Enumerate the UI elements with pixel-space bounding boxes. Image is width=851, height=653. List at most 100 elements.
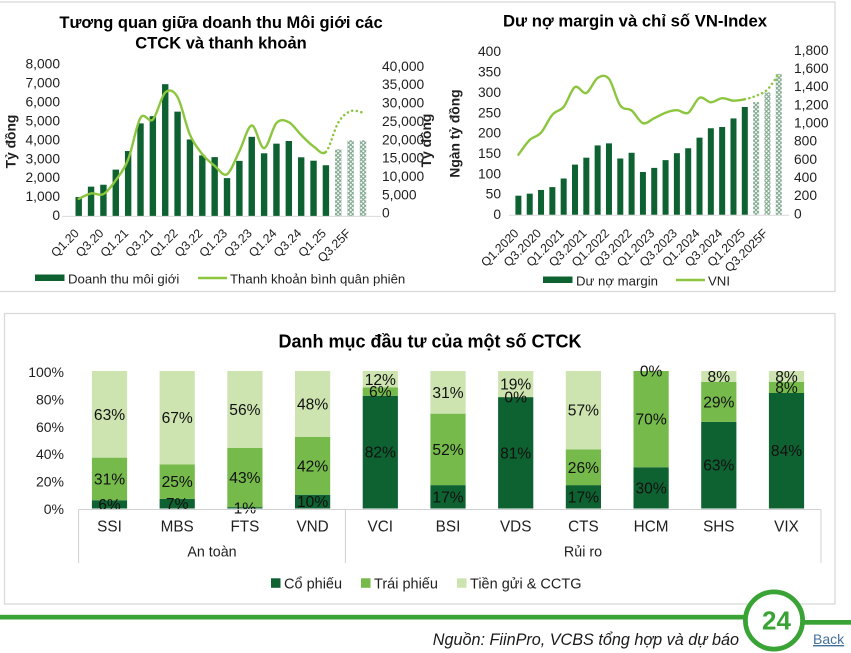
svg-text:800: 800	[794, 134, 817, 149]
svg-text:52%: 52%	[432, 442, 463, 459]
svg-text:Tỷ đồng: Tỷ đồng	[419, 114, 434, 168]
svg-text:300: 300	[478, 85, 501, 100]
svg-text:VIX: VIX	[774, 519, 799, 536]
svg-text:150: 150	[478, 146, 501, 161]
svg-text:350: 350	[478, 65, 501, 80]
svg-text:82%: 82%	[365, 445, 396, 462]
svg-text:VDS: VDS	[500, 519, 531, 536]
svg-text:8%: 8%	[775, 369, 798, 386]
svg-text:Nguồn: FiinPro, VCBS tổng hợp: Nguồn: FiinPro, VCBS tổng hợp và dự báo	[433, 631, 739, 649]
svg-text:1%: 1%	[234, 500, 257, 517]
svg-text:2,000: 2,000	[25, 170, 60, 185]
svg-text:VND: VND	[296, 519, 328, 536]
svg-text:An toàn: An toàn	[187, 545, 236, 561]
svg-text:42%: 42%	[297, 458, 328, 475]
svg-text:Tương quan giữa doanh thu Môi: Tương quan giữa doanh thu Môi giới các	[59, 14, 382, 32]
svg-text:250: 250	[478, 105, 501, 120]
svg-text:10,000: 10,000	[382, 169, 425, 184]
svg-text:0%: 0%	[640, 364, 663, 381]
svg-text:10%: 10%	[297, 494, 328, 511]
svg-text:43%: 43%	[229, 470, 260, 487]
svg-text:12%: 12%	[365, 372, 396, 389]
svg-text:0%: 0%	[44, 501, 64, 517]
svg-text:24: 24	[762, 606, 791, 636]
svg-text:30%: 30%	[635, 480, 666, 497]
svg-text:25,000: 25,000	[382, 114, 425, 129]
svg-text:31%: 31%	[432, 385, 463, 402]
svg-text:6%: 6%	[369, 384, 392, 401]
svg-text:5,000: 5,000	[25, 113, 60, 128]
svg-text:67%: 67%	[162, 410, 193, 427]
svg-text:63%: 63%	[94, 407, 125, 424]
svg-text:HCM: HCM	[634, 519, 669, 536]
svg-text:7%: 7%	[166, 496, 189, 513]
svg-text:40%: 40%	[36, 446, 64, 462]
svg-text:BSI: BSI	[436, 519, 461, 536]
svg-text:Doanh thu môi giới: Doanh thu môi giới	[68, 272, 179, 287]
svg-text:60%: 60%	[36, 419, 64, 435]
svg-text:8%: 8%	[708, 369, 731, 386]
svg-text:57%: 57%	[568, 403, 599, 420]
svg-text:17%: 17%	[432, 489, 463, 506]
svg-text:70%: 70%	[635, 412, 666, 429]
svg-text:4,000: 4,000	[25, 132, 60, 147]
svg-text:1,800: 1,800	[794, 43, 829, 58]
svg-text:100%: 100%	[28, 364, 64, 380]
svg-text:63%: 63%	[703, 458, 734, 475]
svg-text:Trái phiếu: Trái phiếu	[374, 576, 438, 592]
svg-text:31%: 31%	[94, 471, 125, 488]
svg-text:25%: 25%	[162, 474, 193, 491]
svg-text:1,200: 1,200	[794, 97, 829, 112]
svg-text:29%: 29%	[703, 394, 734, 411]
svg-text:Danh mục đầu tư của một số CTC: Danh mục đầu tư của một số CTCK	[278, 332, 581, 352]
svg-text:1,000: 1,000	[794, 116, 829, 131]
svg-text:84%: 84%	[771, 443, 802, 460]
svg-text:80%: 80%	[36, 391, 64, 407]
svg-text:Dư nợ margin: Dư nợ margin	[576, 274, 658, 289]
svg-text:1,400: 1,400	[794, 79, 829, 94]
svg-text:CTCK và thanh khoản: CTCK và thanh khoản	[135, 35, 306, 53]
svg-text:3,000: 3,000	[25, 151, 60, 166]
svg-text:20%: 20%	[36, 474, 64, 490]
svg-text:20,000: 20,000	[382, 132, 425, 147]
svg-text:15,000: 15,000	[382, 151, 425, 166]
svg-text:7,000: 7,000	[25, 76, 60, 91]
svg-text:17%: 17%	[568, 489, 599, 506]
svg-text:0: 0	[382, 206, 390, 221]
svg-text:8%: 8%	[775, 380, 798, 397]
svg-text:Cổ phiếu: Cổ phiếu	[284, 576, 342, 592]
svg-text:Tiền gửi & CCTG: Tiền gửi & CCTG	[470, 576, 582, 592]
svg-text:Dư nợ margin và chỉ số VN-Inde: Dư nợ margin và chỉ số VN-Index	[503, 12, 768, 31]
svg-text:100: 100	[478, 166, 501, 181]
svg-text:Tỷ đồng: Tỷ đồng	[4, 115, 19, 169]
svg-text:0: 0	[52, 208, 60, 223]
svg-text:0%: 0%	[504, 390, 527, 407]
svg-text:6%: 6%	[98, 497, 121, 514]
svg-text:200: 200	[794, 188, 817, 203]
svg-text:200: 200	[478, 126, 501, 141]
svg-text:50: 50	[486, 187, 502, 202]
svg-text:VCI: VCI	[368, 519, 394, 536]
svg-text:600: 600	[794, 152, 817, 167]
svg-text:MBS: MBS	[161, 519, 194, 536]
svg-text:Back: Back	[813, 631, 845, 647]
svg-text:FTS: FTS	[230, 519, 259, 536]
svg-text:48%: 48%	[297, 397, 328, 414]
svg-text:35,000: 35,000	[382, 77, 425, 92]
svg-text:SHS: SHS	[703, 519, 734, 536]
svg-text:6,000: 6,000	[25, 95, 60, 110]
svg-text:0: 0	[493, 207, 501, 222]
svg-text:1,000: 1,000	[25, 189, 60, 204]
svg-text:8,000: 8,000	[25, 57, 60, 72]
svg-text:56%: 56%	[229, 402, 260, 419]
svg-text:40,000: 40,000	[382, 59, 425, 74]
svg-text:Thanh khoản bình quân phiên: Thanh khoản bình quân phiên	[230, 272, 405, 287]
svg-text:VNI: VNI	[708, 274, 730, 289]
svg-text:19%: 19%	[500, 377, 531, 394]
svg-text:CTS: CTS	[568, 519, 599, 536]
svg-text:Rủi ro: Rủi ro	[564, 545, 602, 561]
svg-text:Ngàn tỷ đồng: Ngàn tỷ đồng	[448, 89, 463, 177]
svg-text:400: 400	[478, 44, 501, 59]
svg-text:1,600: 1,600	[794, 61, 829, 76]
svg-text:0: 0	[794, 206, 802, 221]
